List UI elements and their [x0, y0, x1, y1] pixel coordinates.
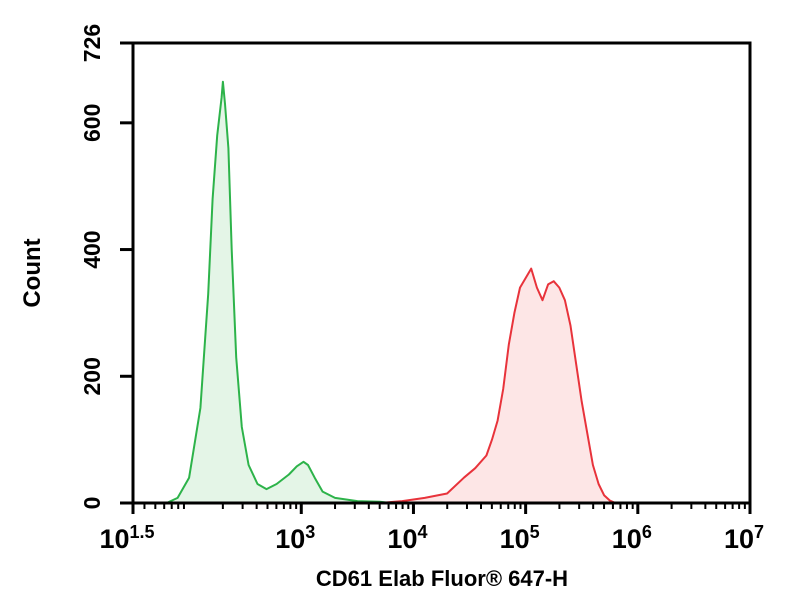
y-axis-ticks: 0 200 400 600 726 [79, 24, 133, 510]
y-tick-label-2: 400 [79, 230, 105, 268]
y-tick-label-4: 726 [79, 24, 105, 62]
series-2-line [379, 267, 616, 504]
x-tick-label-5: 107 [724, 522, 764, 554]
x-tick-label-3: 105 [500, 522, 540, 554]
series-layer [166, 80, 616, 504]
x-axis-ticks: 101.5 103 104 105 106 107 [99, 503, 764, 554]
x-axis-label: CD61 Elab Fluor® 647-H [316, 566, 568, 591]
series-1-line [166, 80, 392, 504]
y-tick-label-1: 200 [79, 357, 105, 395]
x-tick-label-2: 104 [387, 522, 427, 554]
series-2-fill [379, 268, 616, 503]
series-1-fill [166, 81, 391, 503]
x-tick-label-0: 101.5 [99, 522, 154, 554]
x-tick-label-4: 106 [612, 522, 652, 554]
y-tick-label-3: 600 [79, 104, 105, 142]
plot-frame [131, 41, 752, 505]
y-tick-label-0: 0 [79, 497, 105, 510]
x-tick-label-1: 103 [275, 522, 315, 554]
y-axis-label: Count [19, 238, 46, 307]
